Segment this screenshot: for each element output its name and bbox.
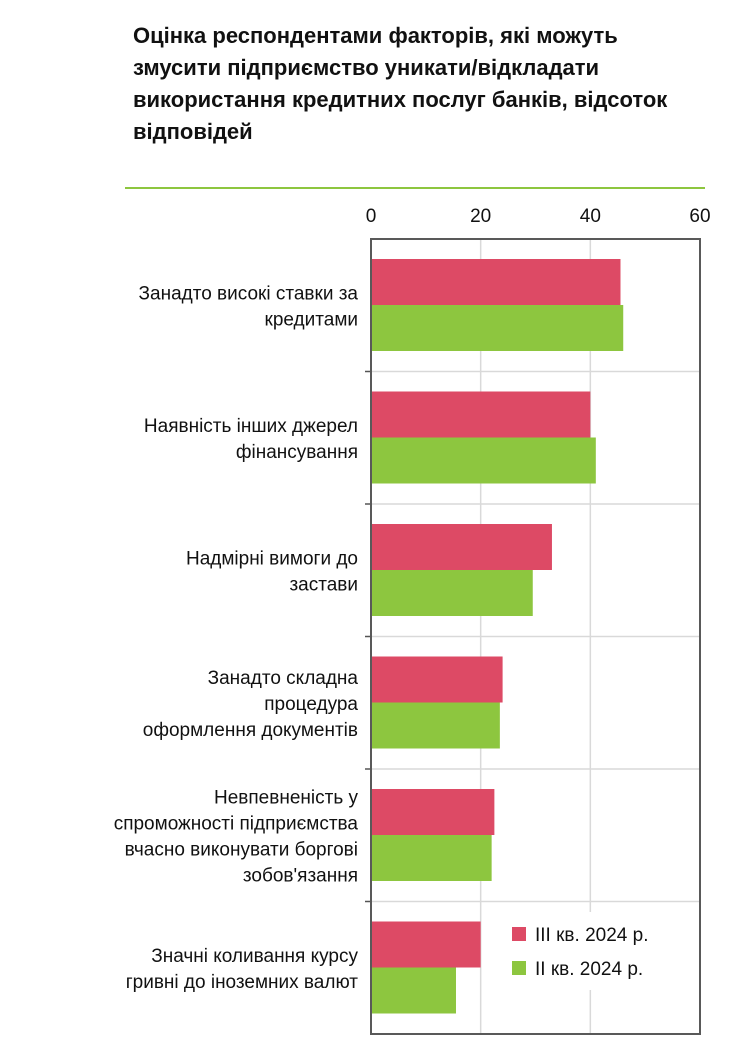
bar-series-1 bbox=[371, 391, 591, 438]
bar-series-1 bbox=[371, 259, 621, 305]
bar-series-1 bbox=[371, 921, 481, 968]
category-label: Занадто складна процедура оформлення докум… bbox=[143, 668, 359, 741]
bar-series-1 bbox=[371, 656, 503, 703]
x-tick-label: 0 bbox=[366, 206, 377, 227]
bar-series-1 bbox=[371, 789, 495, 835]
bar-series-2 bbox=[371, 570, 533, 616]
category-label: Занадто високі ставки за кредитами bbox=[139, 283, 359, 330]
legend-box bbox=[506, 912, 698, 990]
x-tick-label: 40 bbox=[580, 206, 601, 227]
chart-title: Оцінка респондентами факторів, які можут… bbox=[133, 23, 668, 144]
x-tick-label: 60 bbox=[689, 206, 710, 227]
category-label: Наявність інших джерел фінансування bbox=[144, 416, 358, 463]
category-label: Невпевненість у спроможності підприємства… bbox=[114, 787, 359, 886]
legend-label: III кв. 2024 р. bbox=[535, 925, 648, 946]
legend-label: II кв. 2024 р. bbox=[535, 959, 643, 980]
bar-series-2 bbox=[371, 702, 500, 749]
bar-series-2 bbox=[371, 437, 596, 484]
bar-series-2 bbox=[371, 967, 456, 1014]
legend-swatch bbox=[512, 927, 526, 941]
bar-series-2 bbox=[371, 835, 492, 881]
category-label: Значні коливання курсу гривні до іноземни… bbox=[126, 946, 359, 993]
category-label: Надмірні вимоги до застави bbox=[186, 548, 358, 595]
title-divider bbox=[125, 187, 705, 189]
bar-series-1 bbox=[371, 524, 552, 570]
x-tick-label: 20 bbox=[470, 206, 491, 227]
plot-frame bbox=[370, 238, 701, 1035]
legend-swatch bbox=[512, 961, 526, 975]
bar-series-2 bbox=[371, 305, 624, 351]
